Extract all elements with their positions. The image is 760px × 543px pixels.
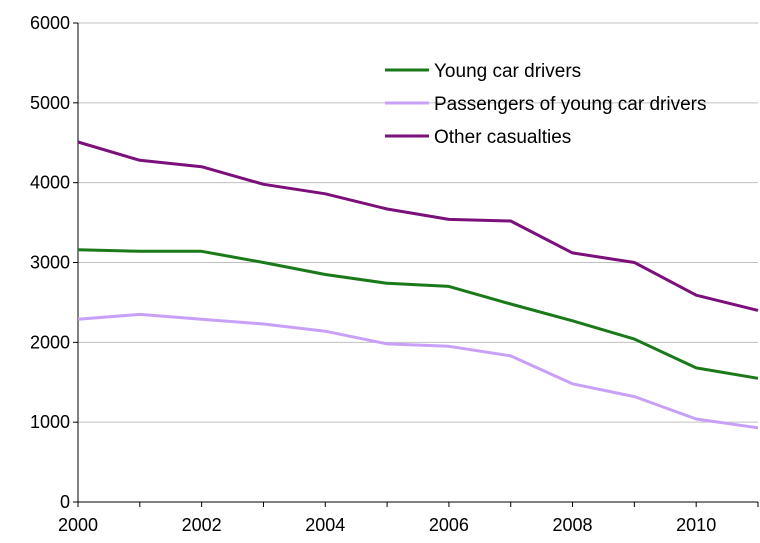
y-tick-label-0: 0 [60,492,70,512]
legend-label-1: Passengers of young car drivers [434,94,706,115]
legend: Young car drivers Passengers of young car… [385,61,706,148]
y-tick-label-4: 4000 [30,173,70,193]
x-tick-label-4: 2008 [553,515,593,535]
legend-label-2: Other casualties [434,127,571,148]
y-tick-label-3: 3000 [30,253,70,273]
legend-label-0: Young car drivers [434,61,581,82]
series-line-1 [77,312,759,430]
x-tick-label-1: 2002 [182,515,222,535]
y-axis-ticks: 0 1000 2000 3000 4000 5000 6000 [30,13,78,512]
y-tick-label-6: 6000 [30,13,70,33]
x-tick-label-3: 2006 [429,515,469,535]
series-lines [77,140,759,430]
x-tick-label-0: 2000 [58,515,98,535]
series-line-2 [77,140,759,312]
y-tick-label-5: 5000 [30,93,70,113]
x-axis-ticks: 2000 2002 2004 2006 2008 2010 [58,502,759,535]
x-tick-label-2: 2004 [305,515,345,535]
y-tick-label-1: 1000 [30,412,70,432]
series-line-0 [77,248,759,380]
x-tick-label-5: 2010 [676,515,716,535]
gridlines [78,22,758,423]
y-tick-label-2: 2000 [30,332,70,352]
